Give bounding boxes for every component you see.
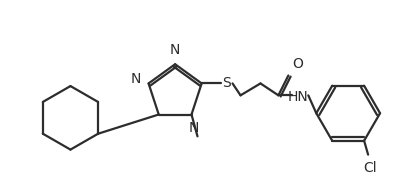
Text: HN: HN [288, 90, 309, 104]
Text: Cl: Cl [363, 161, 377, 175]
Text: S: S [222, 76, 231, 90]
Text: N: N [188, 121, 199, 135]
Text: O: O [292, 57, 303, 70]
Text: N: N [130, 72, 141, 86]
Text: N: N [170, 43, 180, 57]
